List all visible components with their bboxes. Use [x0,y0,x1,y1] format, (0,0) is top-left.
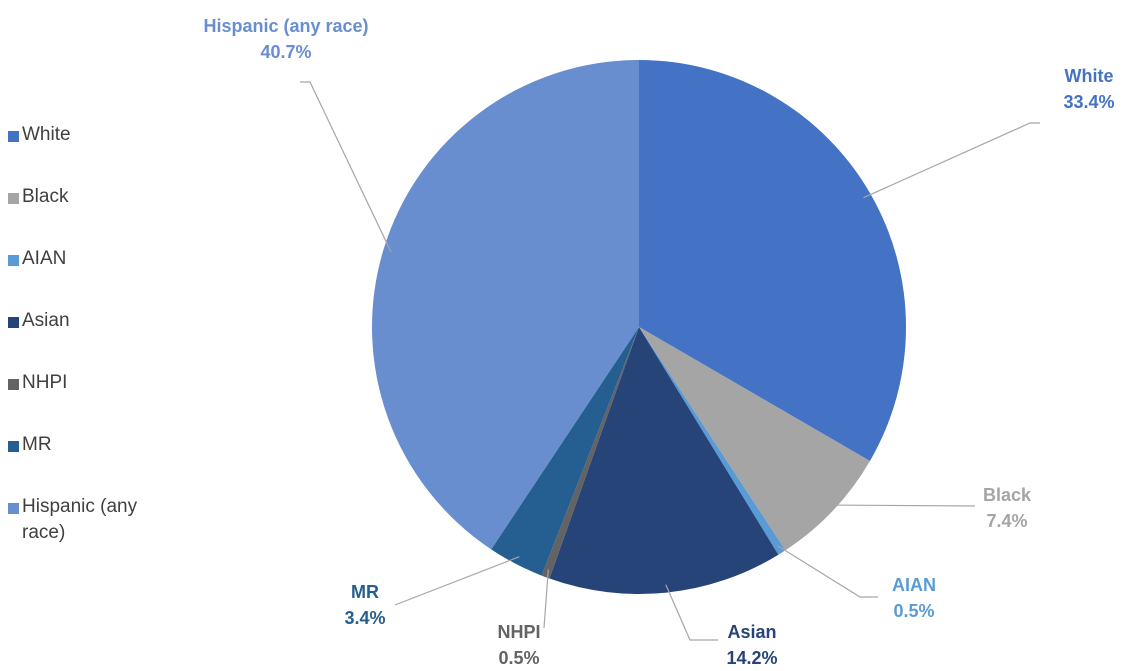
leader-line [394,556,520,606]
data-label-value: 40.7% [260,42,311,62]
legend-label: NHPI [22,372,68,393]
data-label-value: 0.5% [893,601,934,621]
data-label-value: 3.4% [344,608,385,628]
data-label-name: MR [351,582,379,602]
pie-slice [549,327,779,594]
data-label-value: 0.5% [498,648,539,668]
data-label-name: White [1065,66,1114,86]
legend-label: Hispanic (any race) [22,496,138,543]
legend-label: Asian [22,310,70,331]
leader-line [665,584,718,641]
legend-swatch [8,317,19,328]
legend-swatch [8,255,19,266]
leader-line [777,545,878,598]
data-label-value: 7.4% [986,511,1027,531]
leader-line [863,122,1040,199]
legend-swatch [8,131,19,142]
data-label-name: AIAN [892,575,936,595]
leader-line [300,81,392,253]
legend-swatch [8,503,19,514]
legend-item: Asian [8,308,178,370]
data-label-name: Hispanic (any race) [203,16,368,36]
legend-item: Hispanic (any race) [8,494,178,556]
legend-swatch [8,193,19,204]
legend-label: MR [22,434,52,455]
legend-item: MR [8,432,178,494]
legend-item: NHPI [8,370,178,432]
pie-slice [639,60,907,461]
legend-item: White [8,122,178,184]
legend-swatch [8,379,19,390]
leader-line [543,569,549,629]
legend-label: White [22,124,71,145]
pie-slice [371,60,639,550]
data-label-name: Asian [727,622,776,642]
pie-slice [541,327,639,579]
pie-slice [639,327,870,551]
legend-label: Black [22,186,69,207]
legend-item: Black [8,184,178,246]
data-label-value: 33.4% [1063,92,1114,112]
legend-item: AIAN [8,246,178,308]
data-label-name: NHPI [497,622,540,642]
data-label-value: 14.2% [726,648,777,668]
data-label-name: Black [983,485,1032,505]
pie-slice [639,327,786,555]
leader-line [827,504,976,507]
legend-label: AIAN [22,248,67,269]
legend-swatch [8,441,19,452]
legend: White Black AIAN Asian NHPI MR Hispanic (any r… [8,122,178,556]
pie-slice [491,327,639,576]
